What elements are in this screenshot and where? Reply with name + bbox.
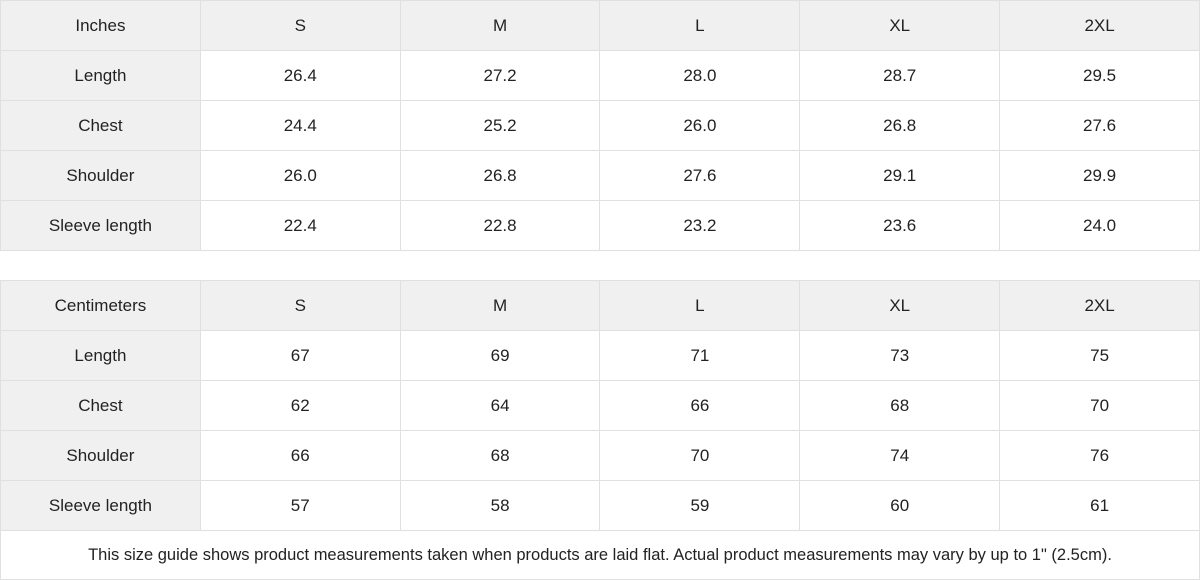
measurement-value-cell: 28.7 <box>799 50 1001 101</box>
measurement-value-cell: 70 <box>999 380 1200 432</box>
measurement-value-cell: 24.4 <box>199 100 401 151</box>
size-guide-note: This size guide shows product measuremen… <box>0 531 1200 580</box>
measurement-value-cell: 58 <box>399 480 601 532</box>
measurement-row-label: Sleeve length <box>0 200 201 251</box>
size-table-header-row: Inches S M L XL 2XL <box>0 0 1200 51</box>
size-column-header: M <box>399 0 601 51</box>
measurement-value-cell: 68 <box>399 430 601 482</box>
measurement-value-cell: 26.4 <box>199 50 401 101</box>
measurement-value-cell: 68 <box>799 380 1001 432</box>
size-column-header: L <box>599 0 801 51</box>
table-row: Shoulder 26.0 26.8 27.6 29.1 29.9 <box>0 150 1200 201</box>
table-row: Chest 62 64 66 68 70 <box>0 380 1200 432</box>
size-column-header: 2XL <box>999 280 1200 332</box>
measurement-value-cell: 27.2 <box>399 50 601 101</box>
measurement-value-cell: 73 <box>799 330 1001 382</box>
size-column-header: S <box>199 0 401 51</box>
measurement-value-cell: 75 <box>999 330 1200 382</box>
measurement-row-label: Length <box>0 50 201 101</box>
table-row: Length 67 69 71 73 75 <box>0 330 1200 382</box>
size-column-header: XL <box>799 280 1001 332</box>
measurement-value-cell: 76 <box>999 430 1200 482</box>
measurement-value-cell: 26.0 <box>199 150 401 201</box>
measurement-value-cell: 70 <box>599 430 801 482</box>
table-gap <box>0 251 1200 281</box>
table-row: Shoulder 66 68 70 74 76 <box>0 430 1200 482</box>
unit-header: Centimeters <box>0 280 201 332</box>
measurement-value-cell: 23.2 <box>599 200 801 251</box>
size-column-header: M <box>399 280 601 332</box>
centimeters-table: Centimeters S M L XL 2XL Length 67 69 71 73 75 Chest… <box>0 280 1200 532</box>
measurement-value-cell: 26.8 <box>799 100 1001 151</box>
measurement-value-cell: 29.5 <box>999 50 1200 101</box>
measurement-value-cell: 67 <box>199 330 401 382</box>
table-row: Sleeve length 22.4 22.8 23.2 23.6 24.0 <box>0 200 1200 251</box>
table-row: Sleeve length 57 58 59 60 61 <box>0 480 1200 532</box>
size-table-header-row: Centimeters S M L XL 2XL <box>0 280 1200 332</box>
measurement-value-cell: 25.2 <box>399 100 601 151</box>
measurement-row-label: Shoulder <box>0 150 201 201</box>
measurement-value-cell: 29.1 <box>799 150 1001 201</box>
unit-header: Inches <box>0 0 201 51</box>
measurement-value-cell: 71 <box>599 330 801 382</box>
inches-table: Inches S M L XL 2XL Length 26.4 27.2 28.0 28.7 29.5… <box>0 0 1200 251</box>
measurement-value-cell: 61 <box>999 480 1200 532</box>
measurement-value-cell: 22.4 <box>199 200 401 251</box>
measurement-value-cell: 62 <box>199 380 401 432</box>
measurement-value-cell: 66 <box>199 430 401 482</box>
measurement-value-cell: 22.8 <box>399 200 601 251</box>
measurement-value-cell: 28.0 <box>599 50 801 101</box>
table-row: Length 26.4 27.2 28.0 28.7 29.5 <box>0 50 1200 101</box>
measurement-value-cell: 27.6 <box>999 100 1200 151</box>
measurement-value-cell: 59 <box>599 480 801 532</box>
measurement-value-cell: 66 <box>599 380 801 432</box>
measurement-value-cell: 29.9 <box>999 150 1200 201</box>
measurement-value-cell: 26.0 <box>599 100 801 151</box>
measurement-row-label: Sleeve length <box>0 480 201 532</box>
measurement-value-cell: 27.6 <box>599 150 801 201</box>
size-column-header: L <box>599 280 801 332</box>
measurement-value-cell: 74 <box>799 430 1001 482</box>
measurement-row-label: Length <box>0 330 201 382</box>
measurement-row-label: Chest <box>0 100 201 151</box>
measurement-value-cell: 69 <box>399 330 601 382</box>
size-column-header: XL <box>799 0 1001 51</box>
measurement-value-cell: 23.6 <box>799 200 1001 251</box>
measurement-row-label: Chest <box>0 380 201 432</box>
measurement-row-label: Shoulder <box>0 430 201 482</box>
measurement-value-cell: 24.0 <box>999 200 1200 251</box>
measurement-value-cell: 60 <box>799 480 1001 532</box>
size-column-header: S <box>199 280 401 332</box>
measurement-value-cell: 26.8 <box>399 150 601 201</box>
size-column-header: 2XL <box>999 0 1200 51</box>
table-row: Chest 24.4 25.2 26.0 26.8 27.6 <box>0 100 1200 151</box>
measurement-value-cell: 64 <box>399 380 601 432</box>
measurement-value-cell: 57 <box>199 480 401 532</box>
